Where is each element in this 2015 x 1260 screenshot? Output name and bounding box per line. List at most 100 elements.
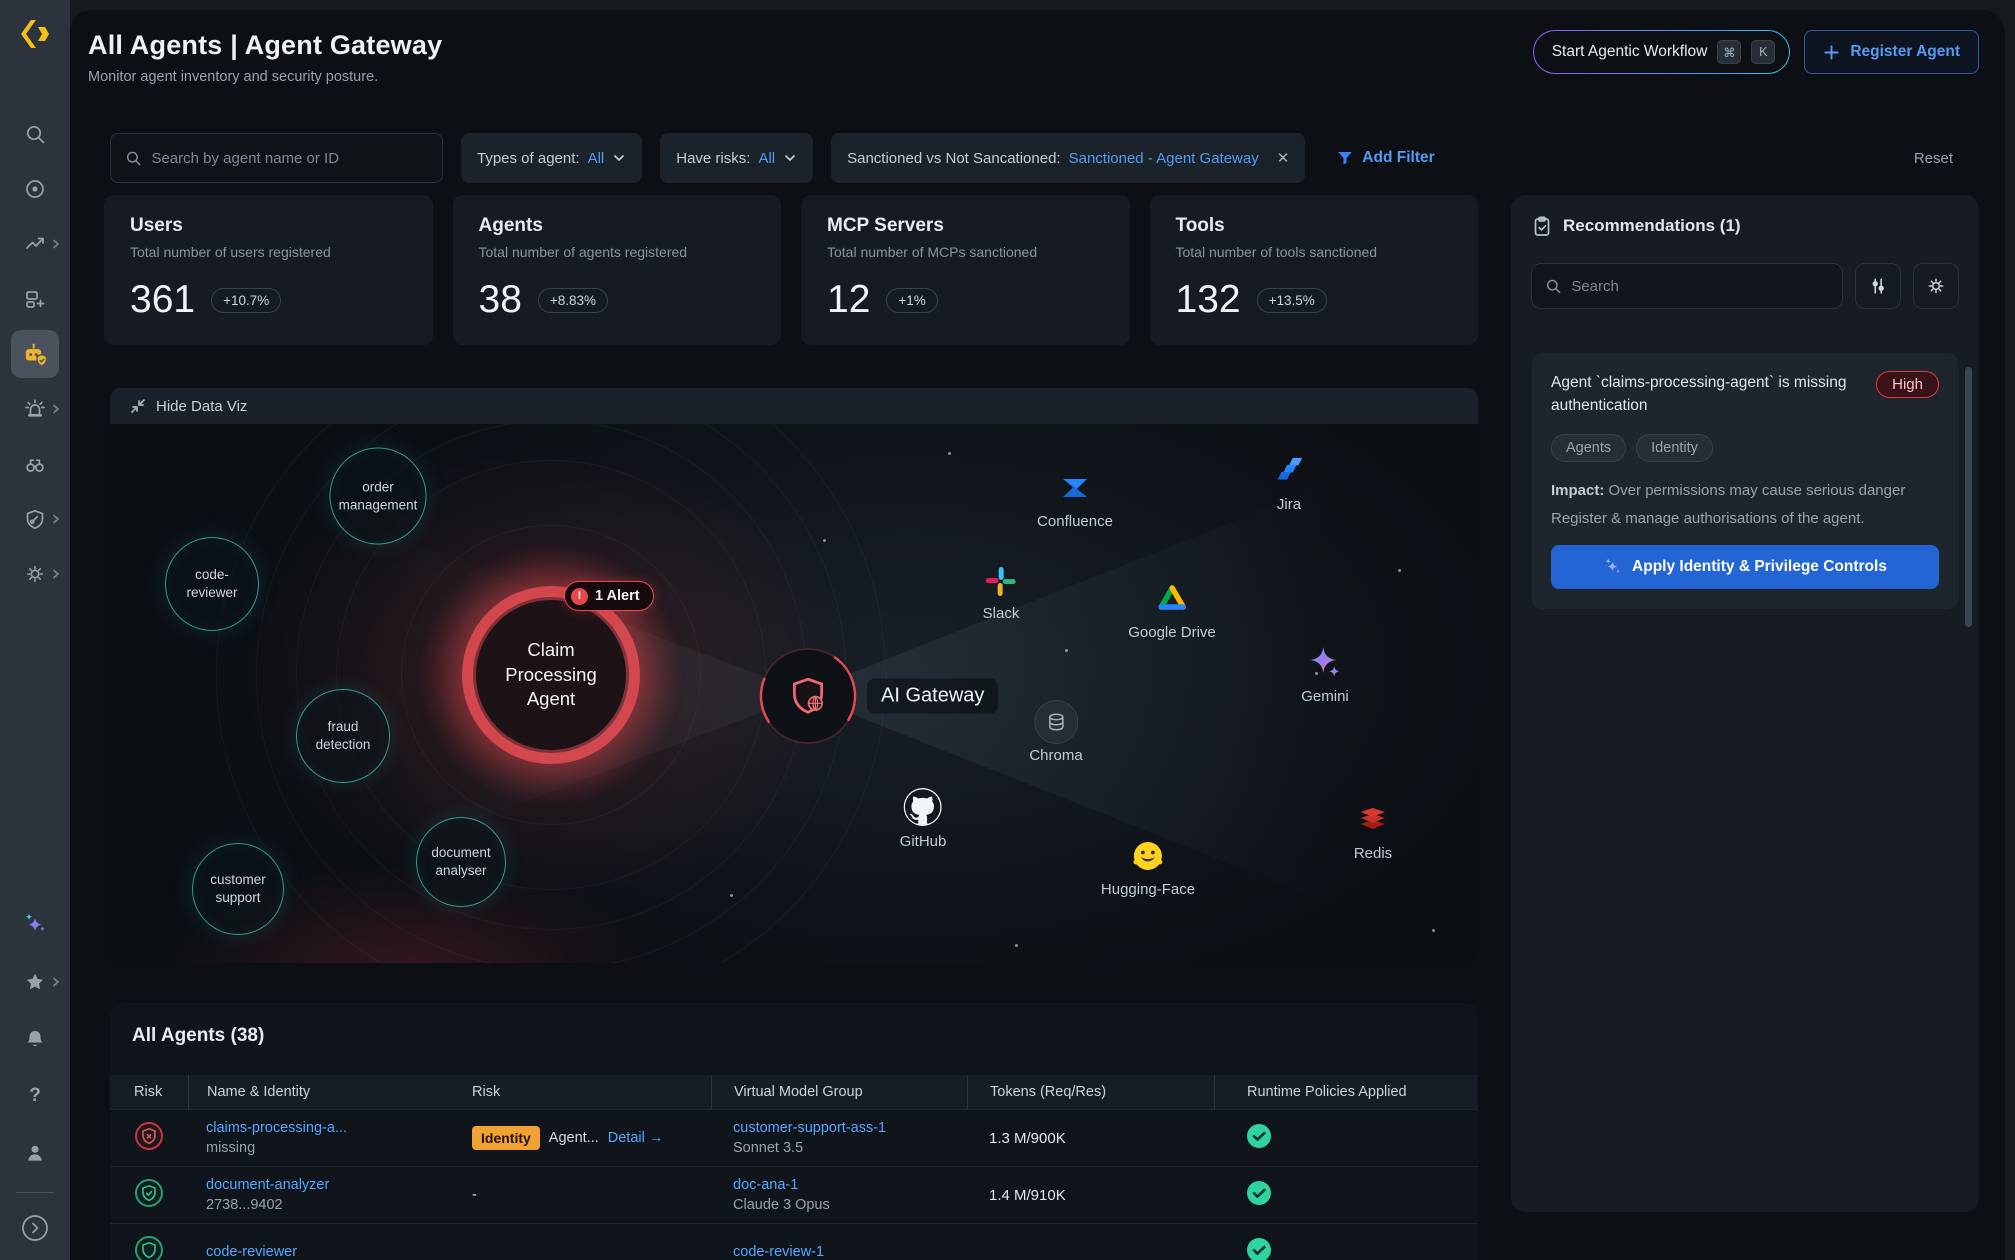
sidebar-divider bbox=[16, 1192, 54, 1193]
google-drive-icon bbox=[1158, 585, 1186, 610]
register-agent-button[interactable]: Register Agent bbox=[1804, 30, 1979, 74]
shield-wrench-icon bbox=[26, 509, 44, 530]
service-node-jira[interactable]: Jira bbox=[1272, 455, 1306, 513]
recommendations-filter-button[interactable] bbox=[1855, 263, 1901, 309]
panel-scrollbar[interactable] bbox=[1965, 367, 1972, 627]
filter-sanctioned[interactable]: Sanctioned vs Not Sancationed: Sanctione… bbox=[831, 133, 1306, 183]
agent-identity: missing bbox=[206, 1140, 256, 1156]
binoculars-icon bbox=[26, 459, 44, 472]
recommendations-settings-button[interactable] bbox=[1913, 263, 1959, 309]
add-filter-button[interactable]: Add Filter bbox=[1337, 149, 1435, 167]
star-dot bbox=[1398, 569, 1401, 572]
tokens-value: 1.3 M/900K bbox=[989, 1129, 1066, 1147]
start-agentic-workflow-button[interactable]: Start Agentic Workflow ⌘ K bbox=[1533, 30, 1791, 74]
col-risk-icon: Risk bbox=[134, 1084, 163, 1100]
service-node-google-drive[interactable]: Google Drive bbox=[1128, 581, 1216, 641]
sidebar-item-settings[interactable] bbox=[11, 550, 59, 598]
sidebar-item-search[interactable] bbox=[11, 110, 59, 158]
policy-applied-check-icon bbox=[1247, 1238, 1271, 1260]
sidebar-item-ai-assistant[interactable] bbox=[11, 901, 59, 949]
model-name: Sonnet 3.5 bbox=[733, 1140, 804, 1156]
service-node-hugging-face[interactable]: Hugging-Face bbox=[1101, 838, 1195, 898]
main-area: All Agents | Agent Gateway Monitor agent… bbox=[70, 0, 2015, 1260]
ai-gateway-node[interactable] bbox=[759, 647, 857, 745]
detail-link[interactable]: Detail → bbox=[607, 1130, 664, 1146]
stat-card-tools: Tools Total number of tools sanctioned 1… bbox=[1149, 195, 1478, 345]
plus-icon bbox=[1824, 44, 1839, 60]
agent-node-fraud-detection[interactable]: fraud detection bbox=[296, 689, 390, 783]
agent-node-customer-support[interactable]: customer support bbox=[192, 843, 284, 935]
sidebar-item-workflows[interactable] bbox=[11, 220, 59, 268]
sidebar-item-help[interactable]: ? bbox=[11, 1072, 59, 1120]
recommendations-search-box[interactable] bbox=[1531, 263, 1843, 309]
agent-search-box[interactable] bbox=[110, 133, 443, 183]
service-node-slack[interactable]: Slack bbox=[983, 564, 1019, 622]
stat-value: 361 bbox=[130, 278, 196, 321]
sidebar: ? bbox=[0, 0, 70, 1260]
slack-icon bbox=[986, 567, 1016, 596]
chevron-right-icon bbox=[53, 239, 59, 249]
table-row[interactable]: code-reviewer code-review-1 bbox=[110, 1223, 1478, 1260]
model-group-link[interactable]: code-review-1 bbox=[733, 1243, 825, 1260]
sidebar-item-remediation[interactable] bbox=[11, 495, 59, 543]
sidebar-item-discover[interactable] bbox=[11, 165, 59, 213]
sidebar-expand-button[interactable] bbox=[11, 1208, 59, 1248]
agent-name-link[interactable]: claims-processing-a... bbox=[206, 1119, 348, 1136]
service-node-confluence[interactable]: Confluence bbox=[1037, 470, 1113, 530]
severity-badge: High bbox=[1876, 371, 1939, 398]
stat-delta-badge: +10.7% bbox=[211, 287, 282, 313]
claim-processing-agent-node[interactable]: Claim Processing Agent bbox=[476, 600, 626, 750]
star-dot bbox=[1065, 649, 1068, 652]
sidebar-item-observe[interactable] bbox=[11, 440, 59, 488]
stat-value: 38 bbox=[478, 278, 522, 321]
sidebar-item-inventory[interactable] bbox=[11, 275, 59, 323]
agent-node-order-management[interactable]: order management bbox=[329, 447, 427, 545]
page-title: All Agents | Agent Gateway bbox=[88, 30, 443, 60]
sidebar-item-agent-gateway[interactable] bbox=[11, 330, 59, 378]
reset-filters-button[interactable]: Reset bbox=[1913, 149, 1953, 167]
recommendations-panel: Recommendations (1) bbox=[1511, 195, 1979, 1212]
chevron-right-icon bbox=[53, 404, 59, 414]
alert-badge[interactable]: ! 1 Alert bbox=[564, 581, 654, 611]
register-text: Register & manage authorisations of the … bbox=[1551, 510, 1865, 527]
cmd-key: ⌘ bbox=[1717, 40, 1742, 64]
apply-controls-button[interactable]: Apply Identity & Privilege Controls bbox=[1551, 545, 1939, 589]
star-dot bbox=[1015, 944, 1018, 947]
agent-node-code-reviewer[interactable]: code-reviewer bbox=[165, 537, 259, 631]
service-node-github[interactable]: GitHub bbox=[900, 788, 946, 850]
target-icon bbox=[26, 180, 44, 198]
table-row[interactable]: claims-processing-a... missing Identity … bbox=[110, 1109, 1478, 1166]
agent-search-input[interactable] bbox=[151, 149, 428, 167]
sidebar-item-alerts[interactable] bbox=[11, 385, 59, 433]
agent-name-link[interactable]: document-analyzer bbox=[206, 1176, 330, 1193]
jira-icon bbox=[1277, 457, 1303, 480]
recommendations-search-input[interactable] bbox=[1571, 277, 1829, 295]
sidebar-item-profile[interactable] bbox=[11, 1129, 59, 1177]
filter-have-risks[interactable]: Have risks: All bbox=[660, 133, 814, 183]
brand-logo-icon[interactable] bbox=[17, 16, 53, 57]
close-icon[interactable]: ✕ bbox=[1276, 150, 1290, 167]
stat-card-mcp-servers: MCP Servers Total number of MCPs sanctio… bbox=[801, 195, 1130, 345]
service-node-redis[interactable]: Redis bbox=[1354, 802, 1392, 862]
risk-ok-shield-icon bbox=[135, 1236, 163, 1260]
filter-types-of-agent[interactable]: Types of agent: All bbox=[461, 133, 643, 183]
sidebar-item-favorites[interactable] bbox=[11, 958, 59, 1006]
claim-processing-agent-ring[interactable] bbox=[462, 586, 640, 764]
clipboard-check-icon bbox=[1534, 216, 1550, 236]
bell-icon bbox=[27, 1031, 43, 1047]
model-group-link[interactable]: doc-ana-1 bbox=[733, 1176, 799, 1193]
policy-applied-check-icon bbox=[1247, 1181, 1271, 1205]
sidebar-bottom-nav: ? bbox=[11, 901, 59, 1248]
stats-row: Users Total number of users registered 3… bbox=[104, 195, 1478, 345]
agent-name-link[interactable]: code-reviewer bbox=[206, 1243, 298, 1260]
service-node-gemini[interactable]: Gemini bbox=[1301, 645, 1349, 705]
col-name-identity: Name & Identity bbox=[188, 1075, 456, 1109]
hide-data-viz-toggle[interactable]: Hide Data Viz bbox=[110, 388, 1478, 424]
model-group-link[interactable]: customer-support-ass-1 bbox=[733, 1119, 887, 1136]
table-row[interactable]: document-analyzer 2738...9402 - doc-ana-… bbox=[110, 1166, 1478, 1223]
agent-node-document-analyser[interactable]: document analyser bbox=[416, 817, 506, 907]
sidebar-item-notifications[interactable] bbox=[11, 1015, 59, 1063]
chevron-right-icon bbox=[53, 569, 59, 579]
service-node-chroma[interactable]: Chroma bbox=[1029, 700, 1083, 764]
gear-icon bbox=[26, 565, 44, 583]
